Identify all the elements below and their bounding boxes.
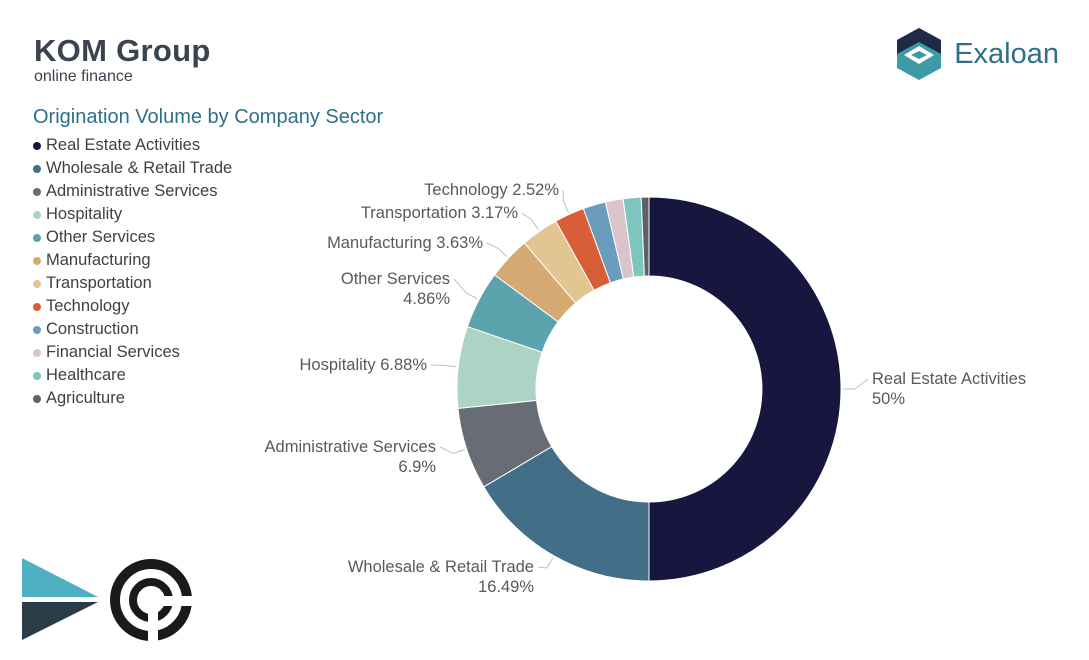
legend-label: Hospitality bbox=[46, 205, 123, 223]
leader-line bbox=[453, 278, 478, 300]
legend-label: Manufacturing bbox=[46, 251, 151, 269]
legend-label: Other Services bbox=[46, 228, 156, 246]
legend-label: Wholesale & Retail Trade bbox=[46, 159, 233, 177]
legend-item: Healthcare bbox=[33, 364, 232, 387]
legend-label: Agriculture bbox=[46, 389, 125, 407]
data-label: Administrative Services 6.9% bbox=[265, 438, 437, 476]
legend-swatch bbox=[33, 279, 41, 288]
legend-swatch bbox=[33, 302, 41, 311]
donut-slice bbox=[640, 196, 650, 277]
leader-line bbox=[562, 189, 569, 213]
legend-label: Financial Services bbox=[46, 343, 180, 361]
leader-line bbox=[430, 364, 457, 368]
legend-swatch bbox=[33, 371, 41, 380]
partner-logo: Exaloan bbox=[894, 26, 1059, 82]
donut-slices bbox=[456, 196, 842, 582]
legend-item: Wholesale & Retail Trade bbox=[33, 157, 232, 180]
hexagon-logo-icon bbox=[897, 28, 942, 80]
legend-swatch bbox=[33, 187, 41, 196]
legend-label: Real Estate Activities bbox=[46, 136, 201, 154]
legend-swatch bbox=[33, 141, 41, 150]
legend-item: Hospitality bbox=[33, 203, 232, 226]
legend-item: Construction bbox=[33, 318, 232, 341]
partner-name: Exaloan bbox=[954, 37, 1059, 70]
legend-label: Technology bbox=[46, 297, 130, 315]
legend-item: Manufacturing bbox=[33, 249, 232, 272]
arrow-ring-logo-icon bbox=[22, 558, 195, 642]
data-label: Technology 2.52% bbox=[424, 181, 559, 199]
legend-item: Agriculture bbox=[33, 387, 232, 410]
legend-swatch bbox=[33, 210, 41, 219]
chart-title: Origination Volume by Company Sector bbox=[33, 106, 384, 128]
legend-swatch bbox=[33, 325, 41, 334]
legend-swatch bbox=[33, 348, 41, 357]
legend-swatch bbox=[33, 233, 41, 242]
data-label: Real Estate Activities 50% bbox=[872, 370, 1026, 408]
leader-lines bbox=[430, 189, 869, 569]
chart-legend: Real Estate Activities Wholesale & Retail… bbox=[33, 134, 232, 410]
leader-line bbox=[521, 212, 539, 230]
leader-line bbox=[843, 378, 869, 390]
brand-name: KOM Group bbox=[34, 33, 211, 68]
data-label: Other Services 4.86% bbox=[341, 270, 450, 308]
legend-swatch bbox=[33, 394, 41, 403]
brand-logo: KOM Group online finance bbox=[34, 34, 211, 86]
legend-item: Real Estate Activities bbox=[33, 134, 232, 157]
data-label: Transportation 3.17% bbox=[361, 204, 518, 222]
data-label: Hospitality 6.88% bbox=[300, 356, 428, 374]
brand-subtitle: online finance bbox=[34, 68, 133, 85]
data-label: Manufacturing 3.63% bbox=[327, 234, 483, 252]
legend-item: Technology bbox=[33, 295, 232, 318]
leader-line bbox=[439, 446, 465, 454]
legend-item: Other Services bbox=[33, 226, 232, 249]
legend-label: Construction bbox=[46, 320, 139, 338]
legend-item: Transportation bbox=[33, 272, 232, 295]
legend-swatch bbox=[33, 256, 41, 265]
legend-label: Healthcare bbox=[46, 366, 126, 384]
data-label: Wholesale & Retail Trade 16.49% bbox=[348, 558, 535, 596]
donut-slice bbox=[648, 196, 842, 582]
leader-line bbox=[537, 557, 554, 569]
leader-line bbox=[486, 242, 508, 258]
legend-swatch bbox=[33, 164, 41, 173]
legend-label: Administrative Services bbox=[46, 182, 218, 200]
legend-label: Transportation bbox=[46, 274, 152, 292]
legend-item: Administrative Services bbox=[33, 180, 232, 203]
data-labels: Real Estate Activities 50% Wholesale & Ret… bbox=[265, 181, 1027, 596]
legend-item: Financial Services bbox=[33, 341, 232, 364]
